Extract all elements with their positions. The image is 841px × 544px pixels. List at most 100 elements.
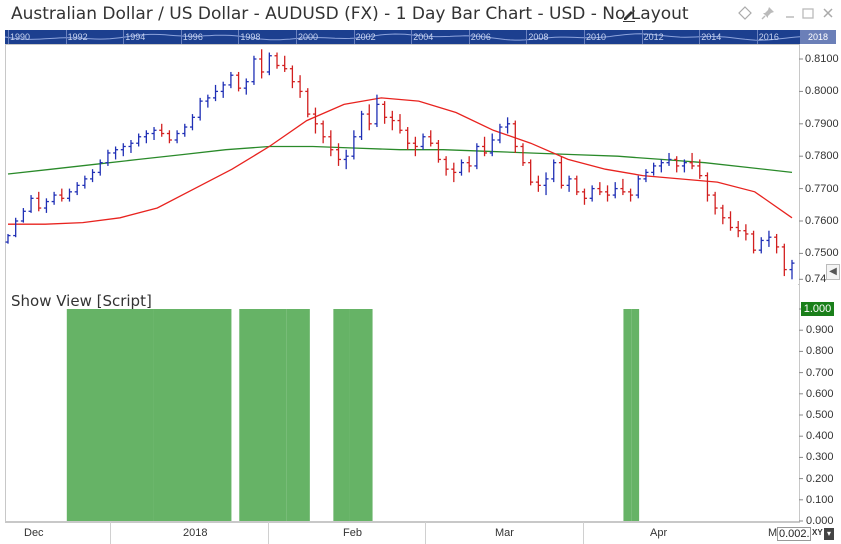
price-bar bbox=[143, 130, 149, 144]
price-bar bbox=[781, 243, 787, 277]
price-bar bbox=[635, 175, 641, 199]
price-bar bbox=[558, 156, 564, 189]
date-axis-tick bbox=[425, 522, 426, 544]
price-bar bbox=[428, 130, 434, 147]
price-bar bbox=[74, 182, 80, 196]
navigator-year-separator bbox=[468, 30, 470, 44]
price-bar bbox=[90, 169, 96, 183]
price-bar bbox=[113, 146, 119, 160]
price-bar bbox=[128, 140, 134, 153]
price-bars bbox=[5, 49, 795, 280]
price-bar bbox=[13, 217, 19, 238]
price-bar bbox=[697, 159, 703, 179]
navigator-year-separator bbox=[353, 30, 355, 44]
price-bar bbox=[259, 49, 265, 79]
navigator-year-separator bbox=[756, 30, 758, 44]
navigator-year-separator bbox=[238, 30, 240, 44]
price-bar bbox=[574, 175, 580, 196]
price-bar bbox=[282, 55, 288, 72]
price-axis-label: 0.74 bbox=[805, 273, 827, 286]
dropdown-button[interactable]: ▾ bbox=[824, 528, 834, 540]
navigator-year-label: 1994 bbox=[125, 32, 146, 42]
price-bar bbox=[136, 133, 142, 147]
price-bar bbox=[43, 198, 49, 213]
price-bar bbox=[28, 195, 34, 213]
signal-block bbox=[286, 309, 310, 521]
price-bar bbox=[605, 185, 611, 202]
price-bar bbox=[420, 133, 426, 150]
xy-toggle-button[interactable]: XY bbox=[812, 528, 823, 537]
pin-icon[interactable] bbox=[760, 5, 776, 21]
price-axis-label: 0.7800 bbox=[805, 150, 839, 163]
price-axis-label: 0.7600 bbox=[805, 215, 839, 227]
navigator-year-separator bbox=[180, 30, 182, 44]
price-bar bbox=[320, 120, 326, 144]
history-navigator[interactable]: 1990 1992 1994 1996 1998 2000 2002 2004 2006 2008… bbox=[5, 30, 800, 44]
price-bar bbox=[336, 143, 342, 166]
price-bar bbox=[120, 143, 126, 157]
price-bar bbox=[451, 162, 457, 183]
navigator-year-label: 2016 bbox=[758, 32, 779, 42]
current-value-badge: 1.000 bbox=[801, 302, 834, 316]
price-bar bbox=[351, 130, 357, 160]
navigator-year-label: 2004 bbox=[413, 32, 434, 42]
price-bar bbox=[51, 191, 57, 205]
price-bar bbox=[581, 188, 587, 205]
price-bar bbox=[674, 156, 680, 173]
price-bar bbox=[489, 133, 495, 157]
script-axis-label: 0.700 bbox=[806, 366, 834, 379]
navigator-year-separator bbox=[584, 30, 585, 44]
navigator-scroll-thumb[interactable]: 2018 bbox=[800, 30, 836, 44]
navigator-price-line bbox=[5, 33, 800, 41]
navigator-year-separator bbox=[296, 30, 297, 44]
date-axis-tick bbox=[583, 522, 584, 544]
close-icon[interactable] bbox=[820, 5, 836, 21]
price-bar bbox=[374, 94, 380, 128]
date-axis-label: 2018 bbox=[183, 527, 208, 539]
price-bar bbox=[535, 175, 541, 192]
price-bar bbox=[497, 123, 503, 144]
price-bar bbox=[297, 75, 303, 98]
price-bar bbox=[643, 169, 649, 183]
price-bar bbox=[766, 230, 772, 247]
navigator-year-label: 1990 bbox=[10, 32, 31, 42]
collapse-axis-button[interactable]: ◀ bbox=[826, 264, 840, 280]
navigator-year-label: 1996 bbox=[182, 32, 203, 42]
price-bar bbox=[197, 97, 203, 121]
date-axis-label: Apr bbox=[650, 527, 668, 539]
price-bar bbox=[597, 182, 603, 196]
navigator-year-label: 1998 bbox=[240, 32, 261, 42]
edit-pencil-icon[interactable] bbox=[621, 6, 637, 22]
maximize-icon[interactable] bbox=[800, 5, 816, 21]
price-axis-label: 0.7900 bbox=[805, 117, 839, 130]
price-bar bbox=[628, 188, 634, 202]
price-bar bbox=[512, 120, 518, 153]
price-bar bbox=[228, 71, 234, 89]
price-bar bbox=[382, 101, 388, 124]
navigator-year-separator bbox=[65, 30, 67, 44]
zoom-value-field[interactable]: 0.002... bbox=[777, 527, 811, 541]
price-bar bbox=[774, 233, 780, 254]
date-axis-right-label: M bbox=[768, 527, 778, 539]
navigator-year-label: 2008 bbox=[528, 32, 549, 42]
price-bar bbox=[520, 143, 526, 166]
diamond-icon[interactable] bbox=[737, 5, 753, 21]
navigator-year-label: 2012 bbox=[643, 32, 664, 42]
navigator-year-label: 2014 bbox=[701, 32, 722, 42]
price-axis-label: 0.7500 bbox=[805, 247, 839, 260]
minimize-icon[interactable] bbox=[783, 5, 799, 21]
navigator-year-label: 2010 bbox=[586, 32, 607, 42]
date-axis[interactable] bbox=[5, 522, 800, 544]
navigator-year-separator bbox=[641, 30, 643, 44]
price-bar bbox=[20, 208, 26, 223]
price-bar bbox=[151, 127, 157, 140]
price-bar bbox=[405, 127, 411, 150]
navigator-year-label: 2006 bbox=[470, 32, 491, 42]
price-bar bbox=[66, 188, 72, 202]
price-axis-label: 0.8100 bbox=[805, 53, 839, 65]
price-axis-label: 0.8000 bbox=[805, 85, 839, 98]
price-bar bbox=[620, 178, 626, 196]
date-axis-label: Feb bbox=[343, 527, 362, 539]
